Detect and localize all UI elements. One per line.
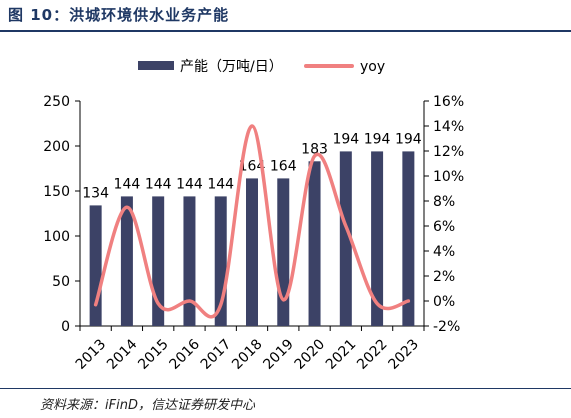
bar-label-2015: 144 — [145, 176, 172, 192]
axes: 0 50 100 150 200 250 -2% 0% 2% 4% 6% 8% 10% 12% 14% 16% — [43, 94, 464, 335]
bar-2013 — [89, 205, 102, 326]
bar-label-2023: 194 — [395, 131, 422, 147]
y-right-tick-label: 4% — [433, 244, 455, 260]
bar-2016 — [183, 196, 196, 326]
y-left-tick-label: 250 — [43, 94, 70, 110]
y-right-tick-label: 0% — [433, 294, 455, 310]
source-note: 资料来源：iFinD，信达证券研发中心 — [40, 398, 255, 413]
x-tick-labels: 2013201420152016201720182019202020212022… — [73, 336, 422, 373]
y-right-tick-label: 16% — [433, 94, 464, 110]
bar-label-2018: 164 — [239, 158, 266, 174]
bar-2018 — [246, 178, 258, 326]
y-right-tick-label: 8% — [433, 194, 455, 210]
bar-label-2022: 194 — [364, 131, 391, 147]
title-rule — [0, 30, 571, 32]
y-right-tick-label: -2% — [433, 319, 460, 335]
bar-series — [89, 151, 415, 326]
bar-label-2019: 164 — [270, 158, 297, 174]
x-tick-label-2015: 2015 — [135, 336, 172, 373]
bar-label-2016: 144 — [176, 176, 203, 192]
source-rule — [0, 388, 571, 389]
y-right-tick-label: 12% — [433, 144, 464, 160]
y-left-tick-label: 150 — [43, 184, 70, 200]
x-tick-label-2020: 2020 — [292, 336, 329, 373]
bar-2022 — [371, 151, 384, 326]
bar-2021 — [339, 151, 352, 326]
y-left-tick-label: 200 — [43, 139, 70, 155]
y-left-tick-label: 100 — [43, 229, 70, 245]
y-right-tick-label: 10% — [433, 169, 464, 185]
x-tick-label-2019: 2019 — [260, 336, 297, 373]
bar-label-2013: 134 — [82, 185, 109, 201]
bar-2023 — [402, 151, 415, 326]
legend: 产能（万吨/日） yoy — [138, 59, 385, 75]
bar-label-2020: 183 — [301, 141, 328, 157]
y-right-tick-label: 2% — [433, 269, 455, 285]
x-tick-label-2021: 2021 — [323, 336, 360, 373]
x-tick-label-2013: 2013 — [73, 336, 110, 373]
y-left-tick-label: 0 — [61, 319, 70, 335]
x-tick-label-2023: 2023 — [385, 336, 422, 373]
x-tick-label-2016: 2016 — [167, 336, 204, 373]
bar-label-2017: 144 — [207, 176, 234, 192]
y-right-tick-label: 14% — [433, 119, 464, 135]
legend-label-yoy: yoy — [360, 59, 385, 75]
figure-title: 图 10：洪城环境供水业务产能 — [8, 6, 230, 24]
y-right-tick-label: 6% — [433, 219, 455, 235]
x-tick-label-2018: 2018 — [229, 336, 266, 373]
y-left-tick-label: 50 — [52, 274, 70, 290]
x-tick-label-2022: 2022 — [354, 336, 391, 373]
x-tick-label-2017: 2017 — [198, 336, 235, 373]
x-tick-label-2014: 2014 — [104, 336, 141, 373]
bar-2020 — [308, 161, 321, 326]
bar-2014 — [120, 196, 133, 326]
yoy-line-series — [93, 124, 411, 319]
bar-2019 — [277, 178, 290, 326]
bar-label-2021: 194 — [332, 131, 359, 147]
legend-label-capacity: 产能（万吨/日） — [180, 59, 283, 75]
legend-swatch-capacity — [138, 61, 174, 70]
bar-label-2014: 144 — [114, 176, 141, 192]
